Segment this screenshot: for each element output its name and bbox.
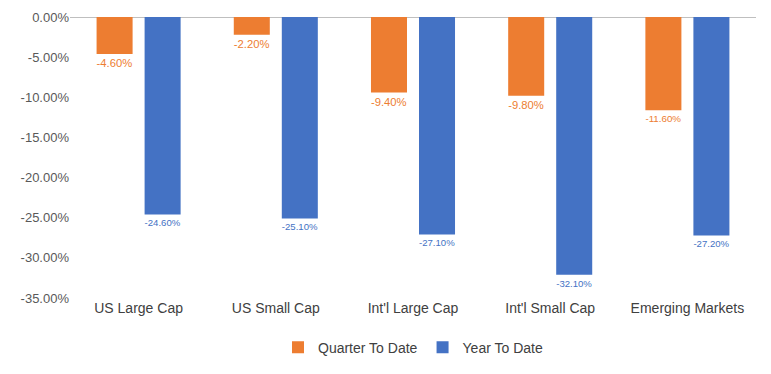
svg-text:0.00%: 0.00% [32,10,69,25]
svg-text:-20.00%: -20.00% [21,170,70,185]
svg-text:-9.40%: -9.40% [371,96,407,108]
svg-text:-11.60%: -11.60% [645,113,681,124]
svg-text:-24.60%: -24.60% [145,217,181,228]
svg-text:-27.10%: -27.10% [419,237,455,248]
svg-text:-10.00%: -10.00% [21,90,70,105]
svg-text:-15.00%: -15.00% [21,130,70,145]
svg-text:-9.80%: -9.80% [508,99,544,111]
svg-text:-5.00%: -5.00% [28,50,70,65]
svg-text:-32.10%: -32.10% [556,278,592,289]
svg-text:-25.00%: -25.00% [21,210,70,225]
svg-text:-2.20%: -2.20% [234,38,270,50]
svg-text:US Large Cap: US Large Cap [94,300,183,316]
svg-text:-30.00%: -30.00% [21,250,70,265]
svg-text:Int'l Large Cap: Int'l Large Cap [368,300,459,316]
svg-text:-25.10%: -25.10% [282,221,318,232]
svg-text:Int'l Small Cap: Int'l Small Cap [505,300,595,316]
svg-text:Year To Date: Year To Date [463,340,543,356]
svg-text:Quarter To Date: Quarter To Date [318,340,418,356]
svg-text:Emerging Markets: Emerging Markets [631,300,745,316]
svg-text:US Small Cap: US Small Cap [232,300,320,316]
svg-text:-27.20%: -27.20% [693,238,729,249]
svg-text:-4.60%: -4.60% [97,57,133,69]
svg-text:-35.00%: -35.00% [21,291,70,306]
